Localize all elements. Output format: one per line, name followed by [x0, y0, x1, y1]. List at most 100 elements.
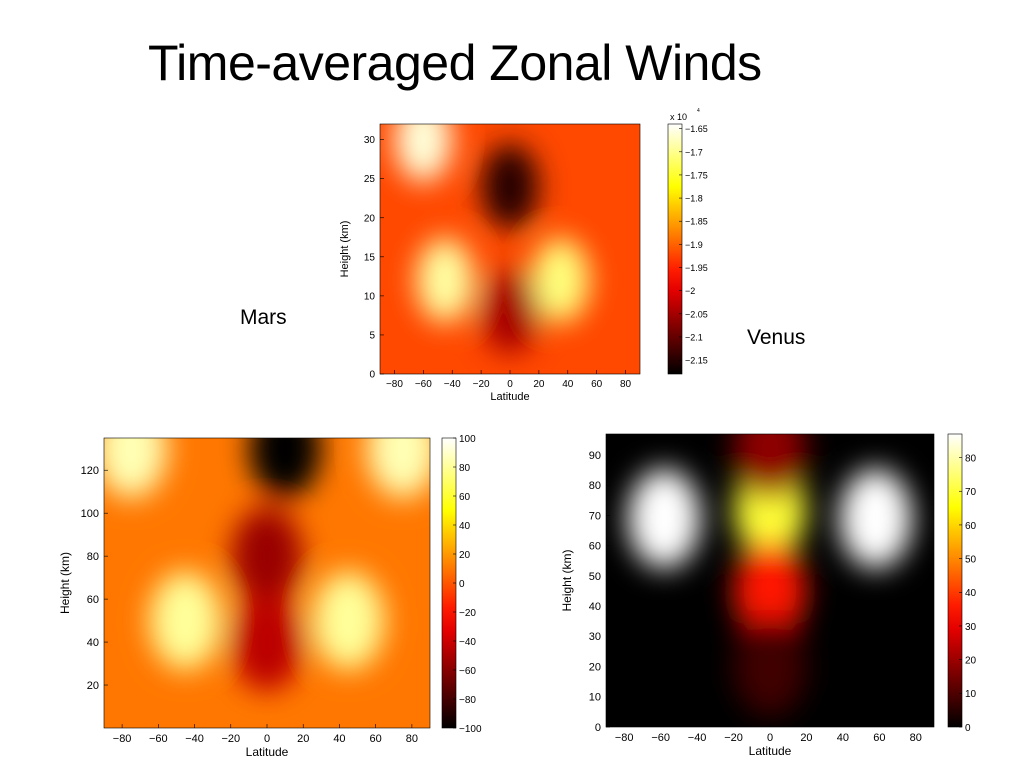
x-tick-label: 80	[910, 732, 922, 744]
x-tick-label: −20	[724, 732, 743, 744]
y-tick-label: 15	[364, 252, 376, 263]
y-tick-label: 80	[589, 480, 601, 492]
x-axis-label: Latitude	[749, 744, 792, 758]
colorbar-tick-label: −2.05	[685, 309, 708, 319]
x-tick-label: −60	[415, 379, 432, 390]
y-tick-label: 30	[589, 631, 601, 643]
y-tick-label: 10	[364, 291, 376, 302]
colorbar-tick-label: 40	[965, 588, 977, 599]
x-tick-label: 40	[333, 733, 345, 745]
y-tick-label: 10	[589, 692, 601, 704]
y-axis-label: Height (km)	[58, 552, 72, 614]
heatmap-cell	[249, 438, 321, 499]
y-tick-label: 40	[589, 601, 601, 613]
heatmap-cell	[394, 124, 452, 183]
x-tick-label: 80	[620, 379, 632, 390]
x-tick-label: −60	[651, 732, 670, 744]
slide-title: Time-averaged Zonal Winds	[148, 35, 762, 91]
heatmap-cell	[481, 269, 539, 354]
heatmap-cell	[312, 571, 385, 670]
colorbar-tick-label: −1.8	[685, 194, 703, 204]
x-tick-label: 60	[591, 379, 603, 390]
y-tick-label: 90	[589, 450, 601, 462]
y-axis-label: Height (km)	[560, 549, 574, 611]
colorbar-tick-label: 80	[965, 453, 977, 464]
heatmap-cell	[231, 592, 303, 692]
heatmap-field	[380, 124, 640, 374]
x-tick-label: 0	[264, 733, 270, 745]
colorbar-tick-label: 80	[459, 463, 471, 474]
x-tick-label: −60	[149, 733, 168, 745]
y-tick-label: 70	[589, 510, 601, 522]
colorbar-tick-label: −1.95	[685, 263, 708, 273]
x-axis-label: Latitude	[246, 745, 289, 759]
heatmap-cell	[628, 468, 701, 569]
heatmap-cell	[481, 144, 539, 229]
y-tick-label: 60	[87, 594, 99, 606]
colorbar	[667, 123, 683, 375]
x-tick-label: −40	[688, 732, 707, 744]
heatmap-cell	[149, 571, 222, 670]
colorbar-tick-label: −2.1	[685, 332, 703, 342]
x-tick-label: 20	[533, 379, 545, 390]
colorbar-tick-label: 0	[459, 579, 465, 590]
mars-label: Mars	[240, 306, 287, 329]
heatmap-cell	[733, 541, 807, 641]
colorbar-tick-label: 20	[965, 655, 977, 666]
y-tick-label: 20	[87, 680, 99, 692]
colorbar-tick-label: −2.15	[685, 356, 708, 366]
heatmap-cell	[531, 237, 590, 323]
venus-label: Venus	[747, 326, 806, 349]
y-tick-label: 30	[364, 135, 376, 146]
heatmap-cell	[733, 434, 807, 499]
colorbar-tick-label: 40	[459, 521, 471, 532]
colorbar-tick-label: 20	[459, 550, 471, 561]
y-tick-label: 0	[369, 370, 375, 381]
colorbar-exponent: 4	[697, 108, 700, 114]
y-tick-label: 100	[81, 508, 99, 520]
heatmap-chart-top: −80 −60 −40 −20 0 20 40 60 80 0 5 10 15 20 25 30 Latitud…	[339, 108, 708, 403]
colorbar-tick-label: −80	[459, 695, 476, 706]
heatmap-cell	[231, 506, 303, 606]
x-tick-label: −80	[615, 732, 634, 744]
colorbar-tick-label: −1.75	[685, 170, 708, 180]
y-tick-label: 120	[81, 465, 99, 477]
heatmap-cell	[416, 237, 474, 323]
x-tick-label: 20	[297, 733, 309, 745]
colorbar-tick-label: 50	[965, 554, 977, 565]
heatmap-chart-bottom-right: −80 −60 −40 −20 0 20 40 60 80 0 10 20 30 40 50 60 70 80 90…	[560, 433, 977, 758]
colorbar-tick-label: −1.85	[685, 217, 708, 227]
colorbar	[947, 433, 963, 728]
colorbar-tick-label: −1.65	[685, 124, 708, 134]
x-tick-label: 40	[837, 732, 849, 744]
x-tick-label: 80	[406, 733, 418, 745]
heatmap-field	[104, 438, 430, 728]
y-tick-label: 25	[364, 174, 376, 185]
x-tick-label: 0	[507, 379, 513, 390]
heatmap-cell	[839, 468, 912, 569]
x-tick-label: −40	[185, 733, 204, 745]
colorbar-tick-label: −20	[459, 608, 476, 619]
colorbar-exponent-label: x 10	[670, 112, 687, 122]
colorbar-tick-label: 60	[965, 521, 977, 532]
x-tick-label: −20	[473, 379, 490, 390]
x-tick-label: −20	[221, 733, 240, 745]
colorbar-tick-label: −1.7	[685, 147, 703, 157]
x-axis-label: Latitude	[490, 391, 529, 403]
y-tick-label: 40	[87, 637, 99, 649]
y-tick-label: 60	[589, 541, 601, 553]
colorbar-tick-label: −60	[459, 666, 476, 677]
y-tick-label: 20	[364, 213, 376, 224]
colorbar-tick-label: 70	[965, 487, 977, 498]
colorbar-tick-label: −1.9	[685, 240, 703, 250]
y-tick-label: 50	[589, 571, 601, 583]
heatmap-cell	[733, 616, 807, 717]
heatmap-cell	[104, 438, 168, 499]
x-tick-label: 60	[873, 732, 885, 744]
x-tick-label: 20	[800, 732, 812, 744]
colorbar-tick-label: 0	[965, 723, 971, 734]
y-tick-label: 5	[369, 330, 375, 341]
x-tick-label: −80	[113, 733, 132, 745]
x-tick-label: −80	[386, 379, 403, 390]
colorbar-tick-label: −40	[459, 637, 476, 648]
